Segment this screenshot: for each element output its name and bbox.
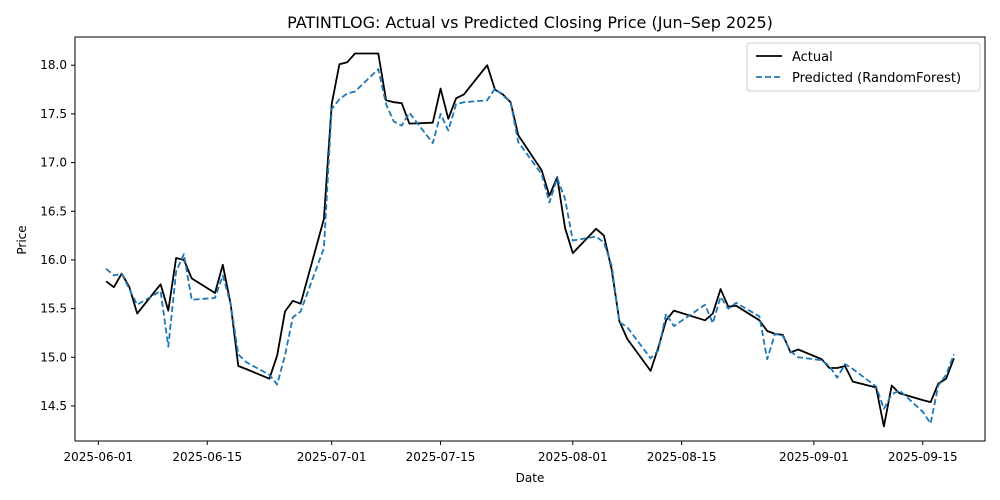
x-tick-label: 2025-09-01 — [779, 450, 849, 464]
y-tick-label: 18.0 — [40, 58, 67, 72]
y-tick-label: 15.0 — [40, 350, 67, 364]
y-tick-label: 15.5 — [40, 302, 67, 316]
x-tick-label: 2025-08-01 — [538, 450, 608, 464]
x-tick-label: 2025-07-01 — [297, 450, 367, 464]
x-tick-label: 2025-08-15 — [647, 450, 717, 464]
y-axis: 14.5 15.0 15.5 16.0 16.5 17.0 17.5 18.0 — [40, 58, 75, 413]
y-tick-label: 16.0 — [40, 253, 67, 267]
plot-frame — [74, 36, 986, 442]
legend-label-actual: Actual — [792, 50, 833, 65]
x-tick-label: 2025-06-01 — [63, 450, 133, 464]
plot-lines — [105, 52, 955, 428]
x-tick-label: 2025-09-15 — [888, 450, 958, 464]
x-axis-label: Date — [516, 471, 545, 485]
series-line-actual — [105, 52, 955, 428]
y-axis-label: Price — [15, 225, 29, 254]
y-tick-label: 17.0 — [40, 156, 67, 170]
x-tick-label: 2025-07-15 — [406, 450, 476, 464]
series-line-predicted — [105, 68, 955, 425]
x-tick-label: 2025-06-15 — [172, 450, 242, 464]
y-tick-label: 14.5 — [40, 399, 67, 413]
y-tick-label: 17.5 — [40, 107, 67, 121]
x-axis: 2025-06-01 2025-06-15 2025-07-01 2025-07-15… — [63, 441, 958, 464]
legend: Actual Predicted (RandomForest) — [746, 42, 981, 92]
chart-title: PATINTLOG: Actual vs Predicted Closing P… — [287, 13, 773, 32]
y-tick-label: 16.5 — [40, 204, 67, 218]
legend-label-predicted: Predicted (RandomForest) — [792, 71, 961, 86]
legend-box — [746, 42, 981, 92]
